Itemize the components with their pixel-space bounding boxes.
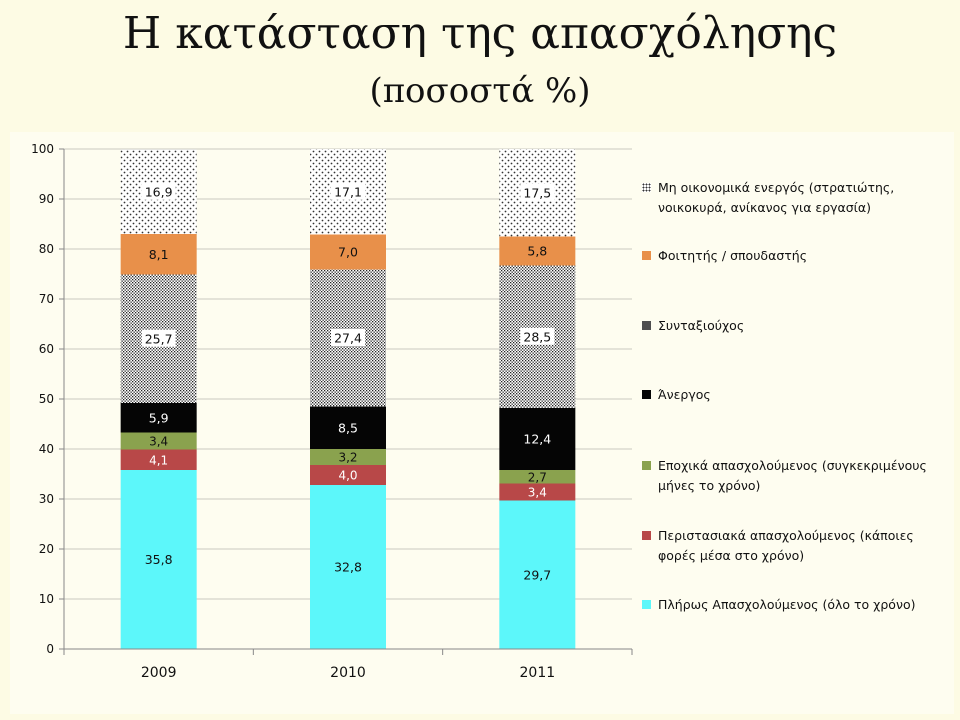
data-label: 12,4	[523, 432, 551, 447]
x-tick-label: 2009	[141, 665, 177, 681]
data-label: 16,9	[145, 184, 173, 199]
legend-label: Περιστασιακά απασχολούμενος (κάποιες φορ…	[658, 528, 914, 563]
legend-label: Συνταξιούχος	[658, 318, 745, 333]
data-label: 29,7	[523, 567, 551, 582]
legend-swatch	[642, 321, 651, 330]
data-label-background	[520, 327, 555, 345]
bar-segment	[310, 465, 386, 485]
legend-label: Εποχικά απασχολούμενος (συγκεκριμένους μ…	[658, 458, 927, 493]
bar-segment	[499, 500, 576, 649]
legend-label: Άνεργος	[658, 387, 711, 402]
legend-swatch	[642, 600, 651, 609]
bar-segment	[120, 403, 197, 433]
bar-segment	[310, 449, 386, 465]
legend-label: Μη οικονομικά ενεργός (στρατιώτης, νοικο…	[658, 180, 895, 215]
bar-segment	[120, 449, 197, 470]
y-tick-label: 80	[39, 242, 54, 256]
bar-segment	[310, 234, 386, 270]
y-tick-label: 0	[46, 642, 54, 656]
legend-swatch	[642, 531, 651, 540]
y-tick-label: 60	[39, 342, 54, 356]
bar-segment	[499, 483, 576, 501]
bar-segment	[499, 470, 576, 484]
data-label: 8,5	[338, 420, 358, 435]
data-label: 3,2	[338, 451, 357, 465]
bar-segment	[310, 485, 386, 649]
data-label: 4,1	[149, 453, 168, 467]
y-tick-label: 70	[39, 292, 54, 306]
data-label: 27,4	[334, 331, 362, 346]
y-tick-label: 50	[39, 392, 54, 406]
data-label: 5,8	[527, 244, 547, 259]
data-label: 2,7	[528, 470, 547, 484]
y-tick-label: 40	[39, 442, 54, 456]
data-label-background	[331, 182, 365, 200]
page-title: Η κατάσταση της απασχόλησης	[122, 8, 838, 59]
legend-swatch	[642, 183, 651, 192]
data-label: 17,5	[523, 185, 551, 200]
legend-swatch	[642, 461, 651, 470]
x-tick-label: 2011	[520, 665, 556, 681]
legend-label: Πλήρως Απασχολούμενος (όλο το χρόνο)	[658, 597, 916, 612]
bar-segment	[120, 432, 197, 450]
y-tick-label: 100	[31, 142, 54, 156]
data-label: 3,4	[149, 435, 168, 449]
legend-label: Φοιτητής / σπουδαστής	[658, 248, 808, 263]
y-tick-label: 10	[39, 592, 54, 606]
data-label: 28,5	[523, 329, 551, 344]
legend-swatch	[642, 251, 651, 260]
bar-segment	[310, 406, 386, 449]
data-label: 17,1	[334, 184, 362, 199]
data-label: 25,7	[145, 331, 173, 346]
bar-segment	[120, 234, 197, 275]
page-subtitle: (ποσοστά %)	[369, 71, 591, 111]
data-label: 35,8	[145, 552, 173, 567]
data-label: 8,1	[149, 247, 169, 262]
data-label: 32,8	[334, 560, 362, 575]
data-label: 3,4	[528, 486, 547, 500]
bar-segment	[120, 470, 197, 649]
legend-swatch	[642, 390, 651, 399]
data-label-background	[141, 182, 176, 200]
data-label: 4,0	[338, 469, 357, 483]
y-tick-label: 20	[39, 542, 54, 556]
data-label-background	[520, 183, 555, 201]
x-tick-label: 2010	[330, 665, 366, 681]
data-label-background	[331, 329, 365, 346]
data-label-background	[141, 329, 176, 347]
bar-segment	[499, 408, 576, 470]
bar-segment	[499, 236, 576, 266]
data-label: 5,9	[149, 410, 169, 425]
y-tick-label: 30	[39, 492, 54, 506]
data-label: 7,0	[338, 245, 358, 260]
y-tick-label: 90	[39, 192, 54, 206]
